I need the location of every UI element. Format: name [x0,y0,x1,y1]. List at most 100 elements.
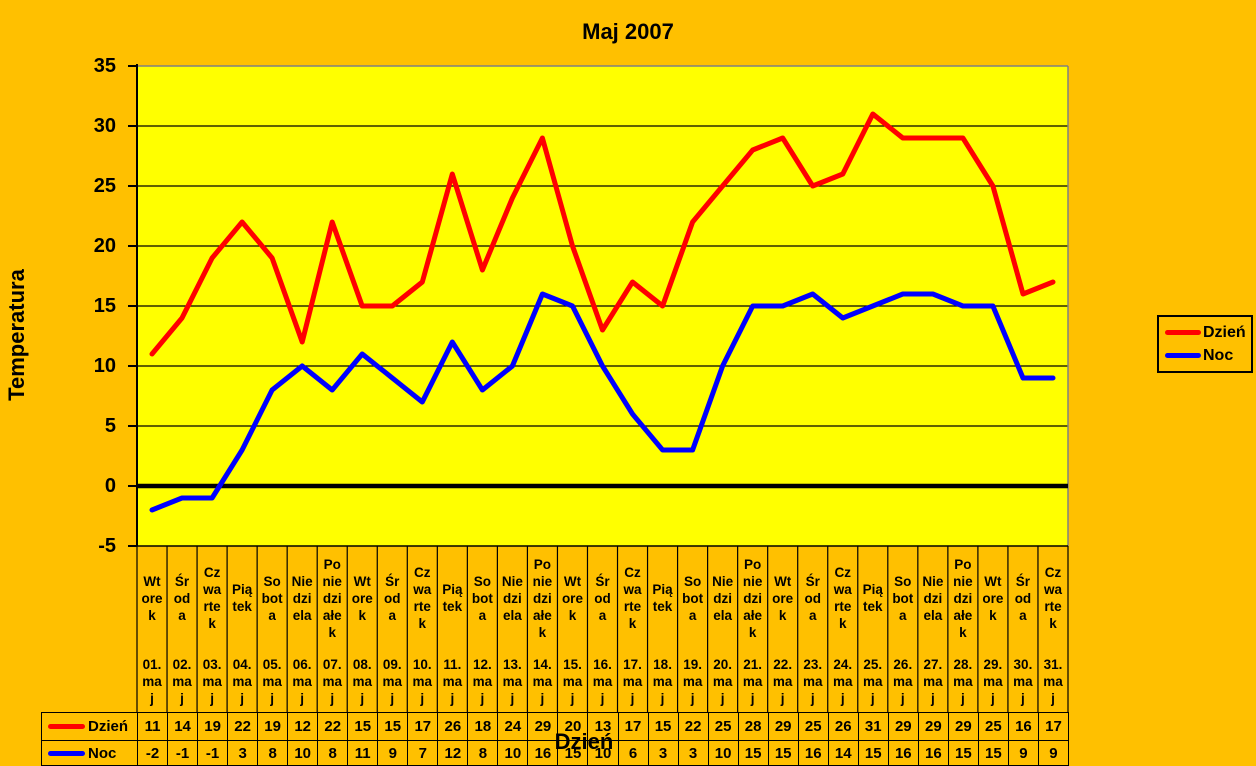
table-row-label: Dzień [88,718,129,735]
x-axis-weekday-label: Cz wa rte k [413,565,432,631]
table-value-cell: 29 [768,713,799,741]
y-tick-label: 10 [93,355,116,377]
table-value-cell: -2 [138,741,169,766]
x-axis-date-label: 31. ma j [1043,656,1063,706]
x-axis-weekday-label: So bot a [892,573,914,623]
legend-label-dzien: Dzień [1203,323,1246,341]
table-value-cell: 3 [228,741,259,766]
table-value-cell: 15 [738,741,769,766]
x-axis-column: Cz wa rte k 24. ma j [828,546,858,712]
x-axis-weekday-label: Nie dzi ela [291,573,313,623]
x-axis-column: Po nie dzi ałe k 21. ma j [738,546,768,712]
table-value-cell: 15 [978,741,1009,766]
x-axis-date-label: 29. ma j [983,656,1003,706]
table-value-cell: 16 [888,741,919,766]
x-axis-weekday-label: Śr od a [1014,573,1032,623]
x-axis-date-label: 25. ma j [863,656,883,706]
x-axis-date-label: 14. ma j [532,656,553,706]
x-axis-column: Nie dzi ela 27. ma j [918,546,948,712]
table-value-cell: 25 [978,713,1009,741]
x-axis-weekday-label: Cz wa rte k [203,565,222,631]
x-axis-date-label: 27. ma j [923,656,943,706]
x-axis-column: Cz wa rte k 03. ma j [197,546,227,712]
x-axis-weekday-label: Wt ore k [351,573,373,623]
x-axis-weekday-label: Cz wa rte k [833,565,852,631]
table-value-cell: 8 [318,741,349,766]
table-value-cell: 16 [1008,713,1039,741]
x-axis-column: Cz wa rte k 17. ma j [618,546,648,712]
x-axis-column: Nie dzi ela 13. ma j [497,546,527,712]
x-axis-date-label: 26. ma j [893,656,913,706]
table-value-cell: 9 [1008,741,1039,766]
x-axis-date-label: 05. ma j [262,656,282,706]
x-axis-weekday-label: Wt ore k [141,573,163,623]
table-value-cell: 20 [558,713,589,741]
x-axis-date-label: 23. ma j [802,656,823,706]
x-axis-column: Wt ore k 08. ma j [347,546,377,712]
x-axis-weekday-label: Wt ore k [982,573,1004,623]
table-value-cell: 11 [348,741,379,766]
x-axis-date-label: 18. ma j [652,656,673,706]
dzien-table-swatch [48,724,85,729]
table-value-cell: 29 [888,713,919,741]
x-axis-column: Wt ore k 15. ma j [557,546,587,712]
x-axis-title: Dzień [554,729,614,754]
x-axis-weekday-label: Cz wa rte k [1043,565,1062,631]
table-value-cell: 12 [438,741,469,766]
y-tick-label: 35 [93,55,116,77]
x-axis-weekday-label: Po nie dzi ałe k [532,556,553,640]
table-value-cell: 22 [228,713,259,741]
x-axis-date-label: 08. ma j [352,656,372,706]
table-value-cell: 19 [198,713,229,741]
x-axis-column: So bot a 12. ma j [467,546,497,712]
table-value-cell: 14 [828,741,859,766]
table-value-cell: 15 [648,713,679,741]
table-row-header-dzien: Dzień [42,713,138,741]
series-line-dzien [149,111,1056,357]
x-axis-weekday-label: Śr od a [173,573,191,623]
x-axis-date-label: 20. ma j [712,656,733,706]
table-value-cell: 16 [918,741,949,766]
x-axis-column: So bot a 26. ma j [888,546,918,712]
x-axis-weekday-label: Śr od a [804,573,821,623]
legend-item-noc: Noc [1165,347,1251,364]
table-value-cell: 22 [678,713,709,741]
table-value-cell: 15 [948,741,979,766]
legend-item-dzien: Dzień [1165,324,1251,341]
x-axis-weekday-label: Po nie dzi ałe k [953,556,973,640]
table-value-cell: 31 [858,713,889,741]
x-axis-column: Cz wa rte k 31. ma j [1038,546,1068,712]
legend-label-noc: Noc [1203,347,1234,365]
table-value-cell: 26 [828,713,859,741]
x-axis-date-label: 11. ma j [442,656,463,706]
table-value-cell: 29 [528,713,559,741]
x-axis-column: Po nie dzi ałe k 28. ma j [948,546,978,712]
table-value-cell: 10 [288,741,319,766]
x-axis-column: Wt ore k 01. ma j [137,546,167,712]
x-axis-column: Śr od a 09. ma j [377,546,407,712]
table-value-cell: 14 [168,713,199,741]
table-value-cell: 17 [618,713,649,741]
table-value-cell: 24 [498,713,529,741]
table-value-cell: 7 [408,741,439,766]
x-axis-column: Pią tek 04. ma j [227,546,257,712]
x-axis-date-label: 24. ma j [832,656,853,706]
x-axis-date-label: 17. ma j [622,656,643,706]
x-axis-weekday-label: Po nie dzi ałe k [322,556,342,640]
x-axis-date-label: 02. ma j [172,656,192,706]
x-axis-date-label: 12. ma j [472,656,493,706]
x-axis-weekday-label: Pią tek [442,582,463,614]
y-tick-label: 15 [93,295,116,317]
x-axis-weekday-label: So bot a [261,573,283,623]
x-axis-column: Po nie dzi ałe k 14. ma j [527,546,557,712]
x-axis-column: Śr od a 30. ma j [1008,546,1038,712]
table-value-cell: 11 [138,713,169,741]
table-value-cell: 6 [618,741,649,766]
x-axis-weekday-label: Śr od a [594,573,611,623]
x-axis-date-label: 16. ma j [592,656,613,706]
table-value-cell: 19 [258,713,289,741]
table-value-cell: 26 [438,713,469,741]
x-axis-date-label: 07. ma j [322,656,342,706]
table-value-cell: 28 [738,713,769,741]
